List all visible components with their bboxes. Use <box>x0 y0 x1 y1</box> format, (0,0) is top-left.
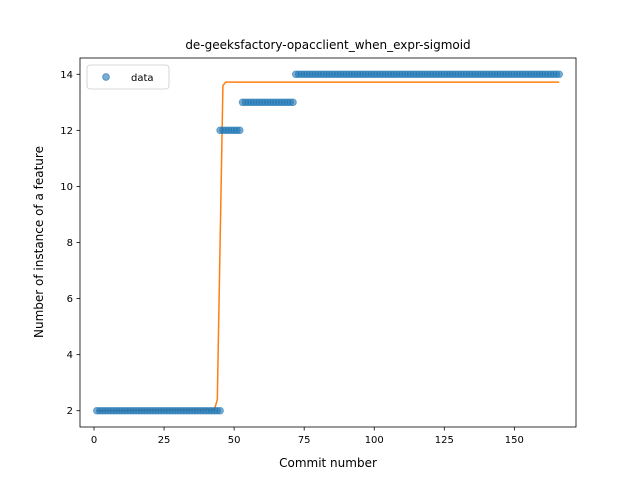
x-tick-label: 125 <box>435 435 454 446</box>
legend-box <box>86 64 170 90</box>
y-tick-label: 6 <box>67 294 73 305</box>
legend: data <box>86 64 170 90</box>
y-tick-label: 10 <box>60 182 73 193</box>
y-axis-label: Number of instance of a feature <box>32 146 46 338</box>
data-point <box>216 406 224 415</box>
y-tick-label: 12 <box>60 126 73 137</box>
chart-title: de-geeksfactory-opacclient_when_expr-sig… <box>185 38 470 52</box>
data-point <box>555 70 563 79</box>
legend-label: data <box>131 73 154 84</box>
x-tick-label: 50 <box>228 435 241 446</box>
y-tick-label: 2 <box>67 406 73 417</box>
data-point <box>289 98 297 107</box>
data-points-layer <box>93 70 563 415</box>
fit-line <box>96 81 560 412</box>
x-tick-label: 0 <box>91 435 97 446</box>
y-tick-label: 4 <box>67 350 73 361</box>
fit-line-layer <box>96 81 560 412</box>
data-point <box>235 126 244 135</box>
x-axis-label: Commit number <box>279 456 377 470</box>
x-tick-label: 25 <box>158 435 171 446</box>
plot-frame <box>79 57 577 428</box>
x-tick-label: 75 <box>298 435 311 446</box>
axes: 0 25 50 75 100 125 150 2 4 6 8 10 12 14 <box>60 57 577 446</box>
y-tick-label: 14 <box>60 70 73 81</box>
y-tick-label: 8 <box>67 238 73 249</box>
x-tick-label: 150 <box>505 435 524 446</box>
x-tick-label: 100 <box>365 435 384 446</box>
legend-marker <box>102 73 110 81</box>
